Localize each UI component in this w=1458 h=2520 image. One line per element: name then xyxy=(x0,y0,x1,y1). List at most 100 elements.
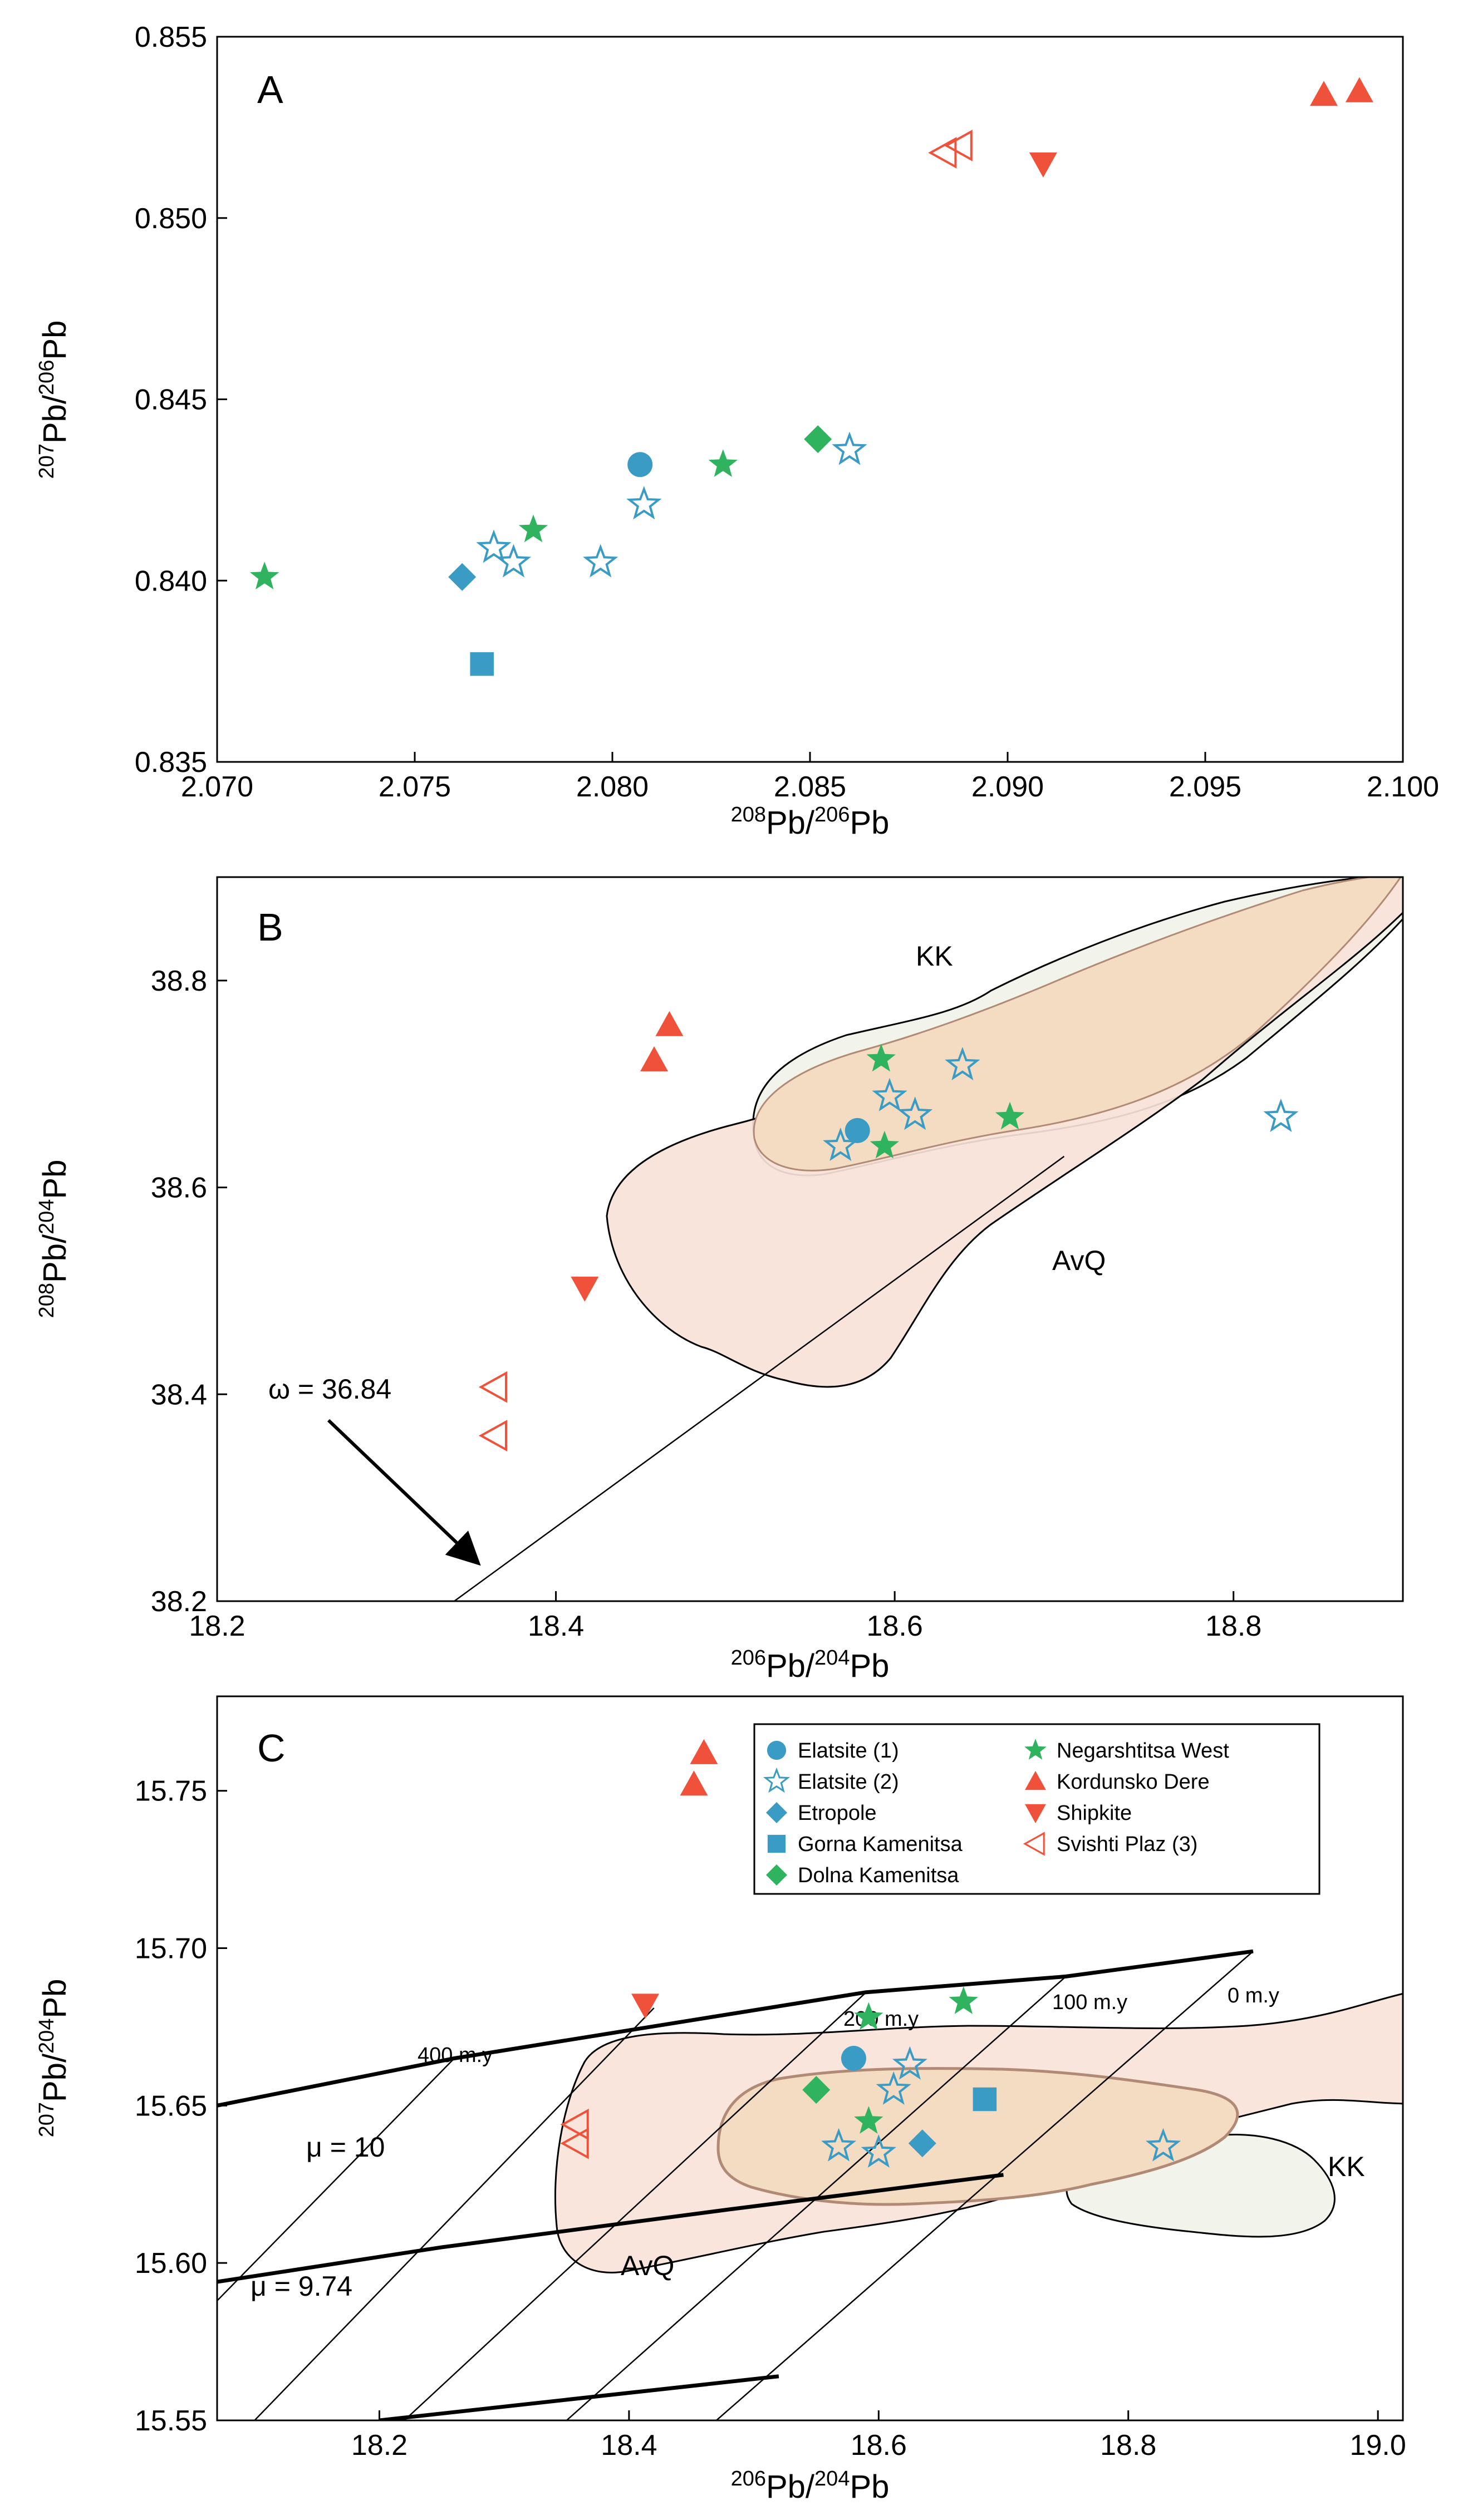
isochron-line xyxy=(404,1991,867,2420)
point-etropole xyxy=(908,2129,936,2158)
point-negarshtitsa-west xyxy=(866,1044,896,1072)
kk-label-c: KK xyxy=(1328,2151,1365,2182)
point-negarshtitsa-west xyxy=(870,1130,899,1159)
legend-marker-svishti-plaz-3 xyxy=(1023,1832,1045,1856)
panel-b-y-ticks: 38.2 38.4 38.6 38.8 xyxy=(151,965,227,1618)
panel-c-fields xyxy=(217,1949,1403,2420)
panel-b-x-tick-label: 18.8 xyxy=(1205,1610,1261,1642)
point-dolna-kamenitsa xyxy=(802,2076,831,2104)
point-svishti-plaz-3 xyxy=(478,1371,508,1403)
point-elatsite-2 xyxy=(495,544,532,578)
legend-label-svishti-plaz-3: Svishti Plaz (3) xyxy=(1057,1833,1197,1856)
point-elatsite-2 xyxy=(823,1127,858,1161)
panel-c-isochrons xyxy=(217,1951,1254,2420)
mu10-label: μ = 10 xyxy=(306,2132,385,2163)
legend-marker-elatsite-1 xyxy=(767,1740,787,1760)
point-negarshtitsa-west xyxy=(708,449,738,477)
panel-c: C KK AvQ μ = 10 μ = 9.74 400 m.y 200 m.y… xyxy=(35,1695,1406,2505)
panel-a: A 2.070 2.075 2.080 2.085 2.090 2.095 2.100 0.… xyxy=(35,21,1439,841)
panel-a-y-tick-label: 0.845 xyxy=(135,384,207,416)
panel-a-points xyxy=(250,77,1373,676)
panel-c-x-tick-label: 18.6 xyxy=(851,2429,907,2462)
point-svishti-plaz-3 xyxy=(944,130,973,161)
panel-c-y-tick-label: 15.65 xyxy=(135,2090,207,2122)
avq-label-c: AvQ xyxy=(621,2250,674,2281)
legend-label-elatsite-2: Elatsite (2) xyxy=(798,1770,899,1794)
point-elatsite-1 xyxy=(841,2046,866,2071)
point-elatsite-2 xyxy=(1263,1099,1299,1133)
point-svishti-plaz-3 xyxy=(928,137,957,169)
point-kordunsko-dere xyxy=(1345,77,1373,102)
point-kordunsko-dere xyxy=(690,1739,718,1764)
point-etropole xyxy=(448,563,477,591)
panel-c-frame xyxy=(216,1695,1404,2421)
point-kordunsko-dere xyxy=(1310,81,1338,106)
legend-label-dolna-kamenitsa: Dolna Kamenitsa xyxy=(798,1864,959,1887)
point-kordunsko-dere xyxy=(655,1011,684,1036)
point-svishti-plaz-3 xyxy=(478,1420,508,1452)
point-elatsite-2 xyxy=(892,2046,927,2080)
panel-b-y-tick-label: 38.6 xyxy=(151,1172,207,1204)
point-elatsite-2 xyxy=(626,486,662,520)
panel-c-y-tick-label: 15.55 xyxy=(135,2405,207,2437)
point-gorna-kamenitsa xyxy=(973,2087,997,2112)
legend-label-elatsite-1: Elatsite (1) xyxy=(798,1739,899,1763)
age-100-label: 100 m.y xyxy=(1052,1991,1127,2014)
legend-marker-negarshtitsa-west xyxy=(1024,1739,1047,1760)
legend-label-kordunsko-dere: Kordunsko Dere xyxy=(1057,1770,1210,1794)
panel-c-x-tick-label: 18.2 xyxy=(351,2429,408,2462)
point-elatsite-2 xyxy=(872,1077,907,1111)
point-shipkite xyxy=(631,1994,660,2019)
legend-marker-shipkite xyxy=(1025,1804,1046,1823)
point-negarshtitsa-west xyxy=(854,2002,883,2030)
panel-c-x-tick-label: 18.8 xyxy=(1100,2429,1156,2462)
panel-c-y-tick-label: 15.60 xyxy=(135,2247,207,2280)
point-gorna-kamenitsa xyxy=(470,652,494,676)
panel-c-x-tick-label: 19.0 xyxy=(1350,2429,1406,2462)
panel-b-x-tick-label: 18.6 xyxy=(867,1610,923,1642)
panel-b-x-ticks: 18.2 18.4 18.6 18.8 xyxy=(189,1591,1261,1642)
panel-a-x-tick-label: 2.080 xyxy=(576,771,649,803)
mu974-label: μ = 9.74 xyxy=(251,2271,352,2302)
point-elatsite-2 xyxy=(583,544,618,578)
growth-curve xyxy=(379,2374,779,2420)
panel-b-points xyxy=(478,1011,1299,1452)
point-elatsite-2 xyxy=(861,2134,896,2168)
growth-curve xyxy=(217,1949,1254,2108)
panel-a-x-tick-label: 2.085 xyxy=(774,771,846,803)
isochron-line xyxy=(716,1951,1254,2420)
point-negarshtitsa-west xyxy=(854,2106,883,2134)
point-svishti-plaz-3 xyxy=(560,2108,589,2140)
panel-a-y-tick-label: 0.855 xyxy=(135,21,207,53)
panel-c-x-axis-label: 206Pb/204Pb xyxy=(731,2467,890,2505)
panel-a-x-tick-label: 2.070 xyxy=(181,771,253,803)
panel-b-y-tick-label: 38.4 xyxy=(151,1379,207,1411)
legend-label-etropole: Etropole xyxy=(798,1802,877,1825)
panel-c-growth-curves xyxy=(217,1949,1254,2420)
panel-b-reference-line xyxy=(454,1155,1065,1601)
legend-marker-gorna-kamenitsa xyxy=(767,1834,786,1853)
point-kordunsko-dere xyxy=(640,1046,669,1071)
panel-c-points xyxy=(560,1739,1181,2168)
point-negarshtitsa-west xyxy=(250,562,279,589)
panel-b-y-tick-label: 38.2 xyxy=(151,1586,207,1618)
panel-b-label: B xyxy=(257,905,283,949)
kk-label: KK xyxy=(916,941,953,972)
growth-curve xyxy=(217,2173,1004,2284)
panel-b-frame xyxy=(216,876,1404,1602)
panel-c-label: C xyxy=(257,1726,286,1770)
isochron-line xyxy=(217,2058,455,2301)
legend-label-shipkite: Shipkite xyxy=(1057,1802,1132,1825)
legend-items: Elatsite (1) Elatsite (2) Etropole Gorna Ka… xyxy=(763,1739,1229,1887)
point-elatsite-2 xyxy=(476,529,512,563)
panel-b-x-tick-label: 18.2 xyxy=(189,1610,245,1642)
point-elatsite-2 xyxy=(897,1096,933,1130)
panel-a-y-tick-label: 0.850 xyxy=(135,203,207,235)
age-200-label: 200 m.y xyxy=(843,2007,919,2031)
omega-label: ω = 36.84 xyxy=(268,1374,391,1405)
panel-a-y-tick-label: 0.835 xyxy=(135,746,207,779)
age-400-label: 400 m.y xyxy=(418,2044,493,2067)
legend: Elatsite (1) Elatsite (2) Etropole Gorna Ka… xyxy=(753,1723,1320,1895)
point-negarshtitsa-west xyxy=(949,1986,978,2014)
